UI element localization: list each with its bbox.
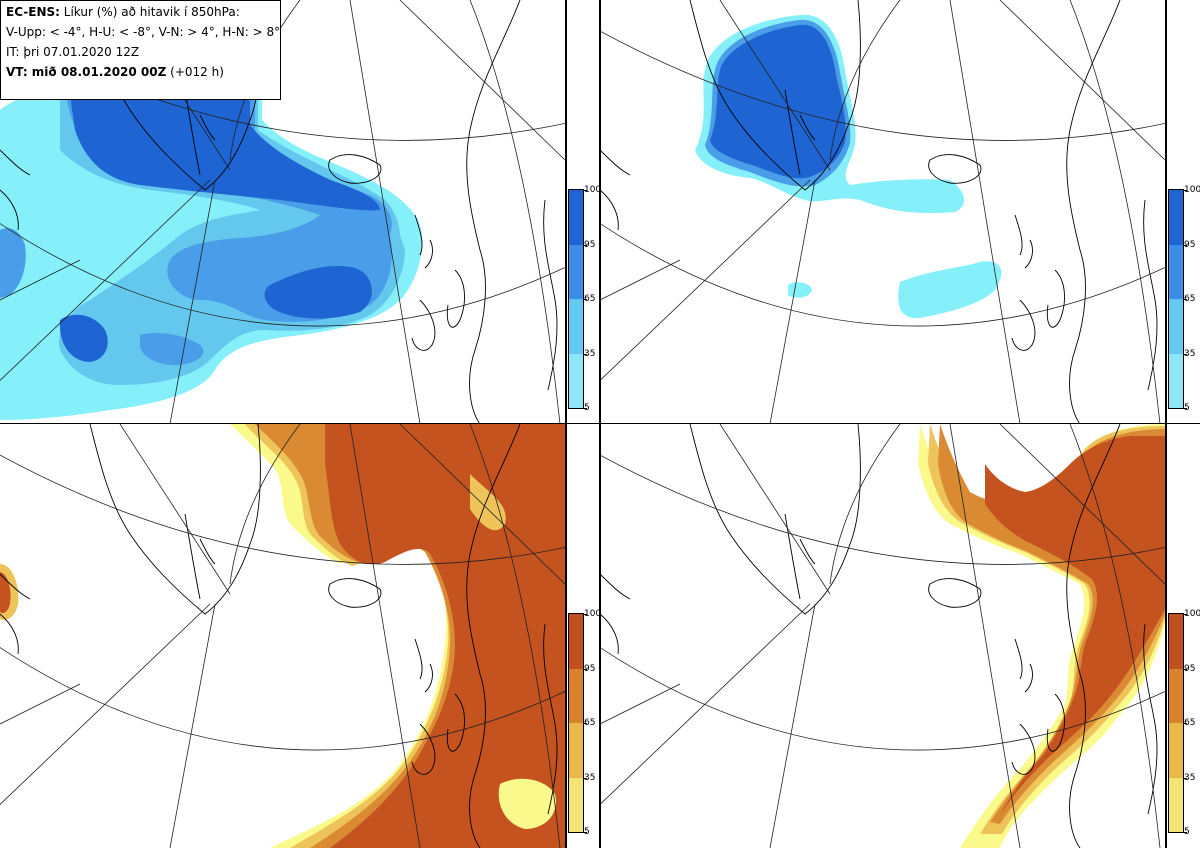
lead-time-text: (+012 h) bbox=[166, 65, 224, 79]
colorbar-tick-mark bbox=[583, 244, 587, 246]
colorbar-tick-mark bbox=[583, 299, 587, 300]
probability-field-warm bbox=[0, 424, 565, 848]
init-time-text: IT: þri 07.01.2020 12Z bbox=[6, 45, 140, 59]
coastlines bbox=[0, 424, 558, 848]
panel-border bbox=[1165, 0, 1167, 848]
colorbar-tick-mark bbox=[1183, 614, 1187, 615]
colorbar-tick-mark bbox=[583, 832, 587, 833]
colorbar-warm: 100 95 65 35 5 bbox=[1168, 610, 1200, 837]
colorbar-segment bbox=[1169, 614, 1183, 669]
colorbar-tick-label: 35 bbox=[1184, 772, 1196, 783]
colorbar-segment bbox=[1169, 723, 1183, 778]
colorbar-segment bbox=[569, 299, 583, 354]
map-panel-cold-moderate: EC-ENS: Líkur (%) að hitavik í 850hPa: V… bbox=[0, 0, 565, 424]
colorbar-segment bbox=[1169, 299, 1183, 354]
colorbar-tick-label: 100 bbox=[1184, 609, 1200, 619]
coastlines bbox=[600, 424, 1158, 848]
colorbar-tick-label: 35 bbox=[584, 772, 596, 783]
colorbar-tick-label: 65 bbox=[584, 294, 596, 304]
colorbar-segment bbox=[1169, 777, 1183, 832]
map-panel-cold-strong bbox=[600, 0, 1165, 424]
colorbar-segment bbox=[1169, 353, 1183, 408]
map-panel-warm-strong bbox=[600, 424, 1165, 848]
colorbar-cold: 100 95 65 35 5 bbox=[1168, 186, 1200, 413]
colorbar-tick-label: 95 bbox=[584, 663, 596, 674]
threshold-text: V-Upp: < -4°, H-U: < -8°, V-N: > 4°, H-N… bbox=[6, 25, 281, 39]
colorbar-tick-mark bbox=[1183, 244, 1187, 246]
graticule bbox=[600, 0, 1165, 424]
colorbar-tick-label: 5 bbox=[1184, 403, 1190, 413]
colorbar-tick-mark bbox=[1183, 190, 1187, 191]
colorbar-segment bbox=[569, 723, 583, 778]
colorbar-tick-label: 35 bbox=[1184, 348, 1196, 359]
colorbar-tick-label: 5 bbox=[584, 827, 590, 837]
colorbar-tick-label: 95 bbox=[584, 239, 596, 250]
colorbar-segment bbox=[1169, 244, 1183, 299]
panel-divider bbox=[0, 423, 1200, 424]
map-warm-moderate bbox=[0, 424, 565, 848]
colorbar-tick-label: 95 bbox=[1184, 239, 1196, 250]
colorbar-tick-mark bbox=[1183, 723, 1187, 724]
colorbar-tick-label: 5 bbox=[1184, 827, 1190, 837]
graticule bbox=[0, 424, 565, 848]
product-label: EC-ENS: bbox=[6, 5, 60, 19]
colorbar-tick-mark bbox=[1183, 832, 1187, 833]
colorbar-segment bbox=[1169, 190, 1183, 245]
colorbar-tick-mark bbox=[583, 723, 587, 724]
colorbar-tick-label: 35 bbox=[584, 348, 596, 359]
colorbar-tick-mark bbox=[583, 614, 587, 615]
map-panel-warm-moderate bbox=[0, 424, 565, 848]
colorbar-segment bbox=[569, 614, 583, 669]
colorbar-tick-mark bbox=[1183, 777, 1187, 779]
colorbar-cold: 100 95 65 35 5 bbox=[568, 186, 601, 413]
colorbar-tick-mark bbox=[583, 668, 587, 670]
colorbar-segment bbox=[569, 668, 583, 723]
colorbar-tick-label: 95 bbox=[1184, 663, 1196, 674]
colorbar-tick-mark bbox=[1183, 299, 1187, 300]
map-cold-strong bbox=[600, 0, 1165, 424]
colorbar-tick-label: 5 bbox=[584, 403, 590, 413]
colorbar-segment bbox=[569, 353, 583, 408]
graticule bbox=[600, 424, 1165, 848]
colorbar-tick-mark bbox=[1183, 353, 1187, 355]
legend-box: EC-ENS: Líkur (%) að hitavik í 850hPa: V… bbox=[0, 0, 281, 100]
colorbar-tick-mark bbox=[583, 190, 587, 191]
colorbar-segment bbox=[569, 777, 583, 832]
valid-time-line: VT: mið 08.01.2020 00Z (+012 h) bbox=[6, 65, 275, 79]
colorbar-tick-mark bbox=[583, 353, 587, 355]
colorbar-tick-label: 100 bbox=[1184, 185, 1200, 195]
probability-field-cold bbox=[695, 14, 1002, 319]
colorbar-segment bbox=[569, 190, 583, 245]
valid-time-text: VT: mið 08.01.2020 00Z bbox=[6, 65, 167, 79]
graticule bbox=[0, 0, 565, 424]
colorbar-tick-label: 65 bbox=[584, 718, 596, 728]
colorbar-segment bbox=[569, 244, 583, 299]
colorbar-tick-label: 65 bbox=[1184, 294, 1196, 304]
legend-title-line: EC-ENS: Líkur (%) að hitavik í 850hPa: bbox=[6, 5, 275, 19]
colorbar-warm: 100 95 65 35 5 bbox=[568, 610, 601, 837]
title-text: Líkur (%) að hitavik í 850hPa: bbox=[59, 5, 240, 19]
colorbar-tick-label: 100 bbox=[584, 609, 602, 619]
coastlines bbox=[600, 0, 1158, 424]
colorbar-tick-label: 65 bbox=[1184, 718, 1196, 728]
probability-field-warm bbox=[918, 424, 1165, 848]
colorbar-tick-mark bbox=[1183, 408, 1187, 409]
map-warm-strong bbox=[600, 424, 1165, 848]
colorbar-segment bbox=[1169, 668, 1183, 723]
colorbar-tick-label: 100 bbox=[584, 185, 602, 195]
colorbar-tick-mark bbox=[583, 408, 587, 409]
colorbar-tick-mark bbox=[583, 777, 587, 779]
colorbar-tick-mark bbox=[1183, 668, 1187, 670]
